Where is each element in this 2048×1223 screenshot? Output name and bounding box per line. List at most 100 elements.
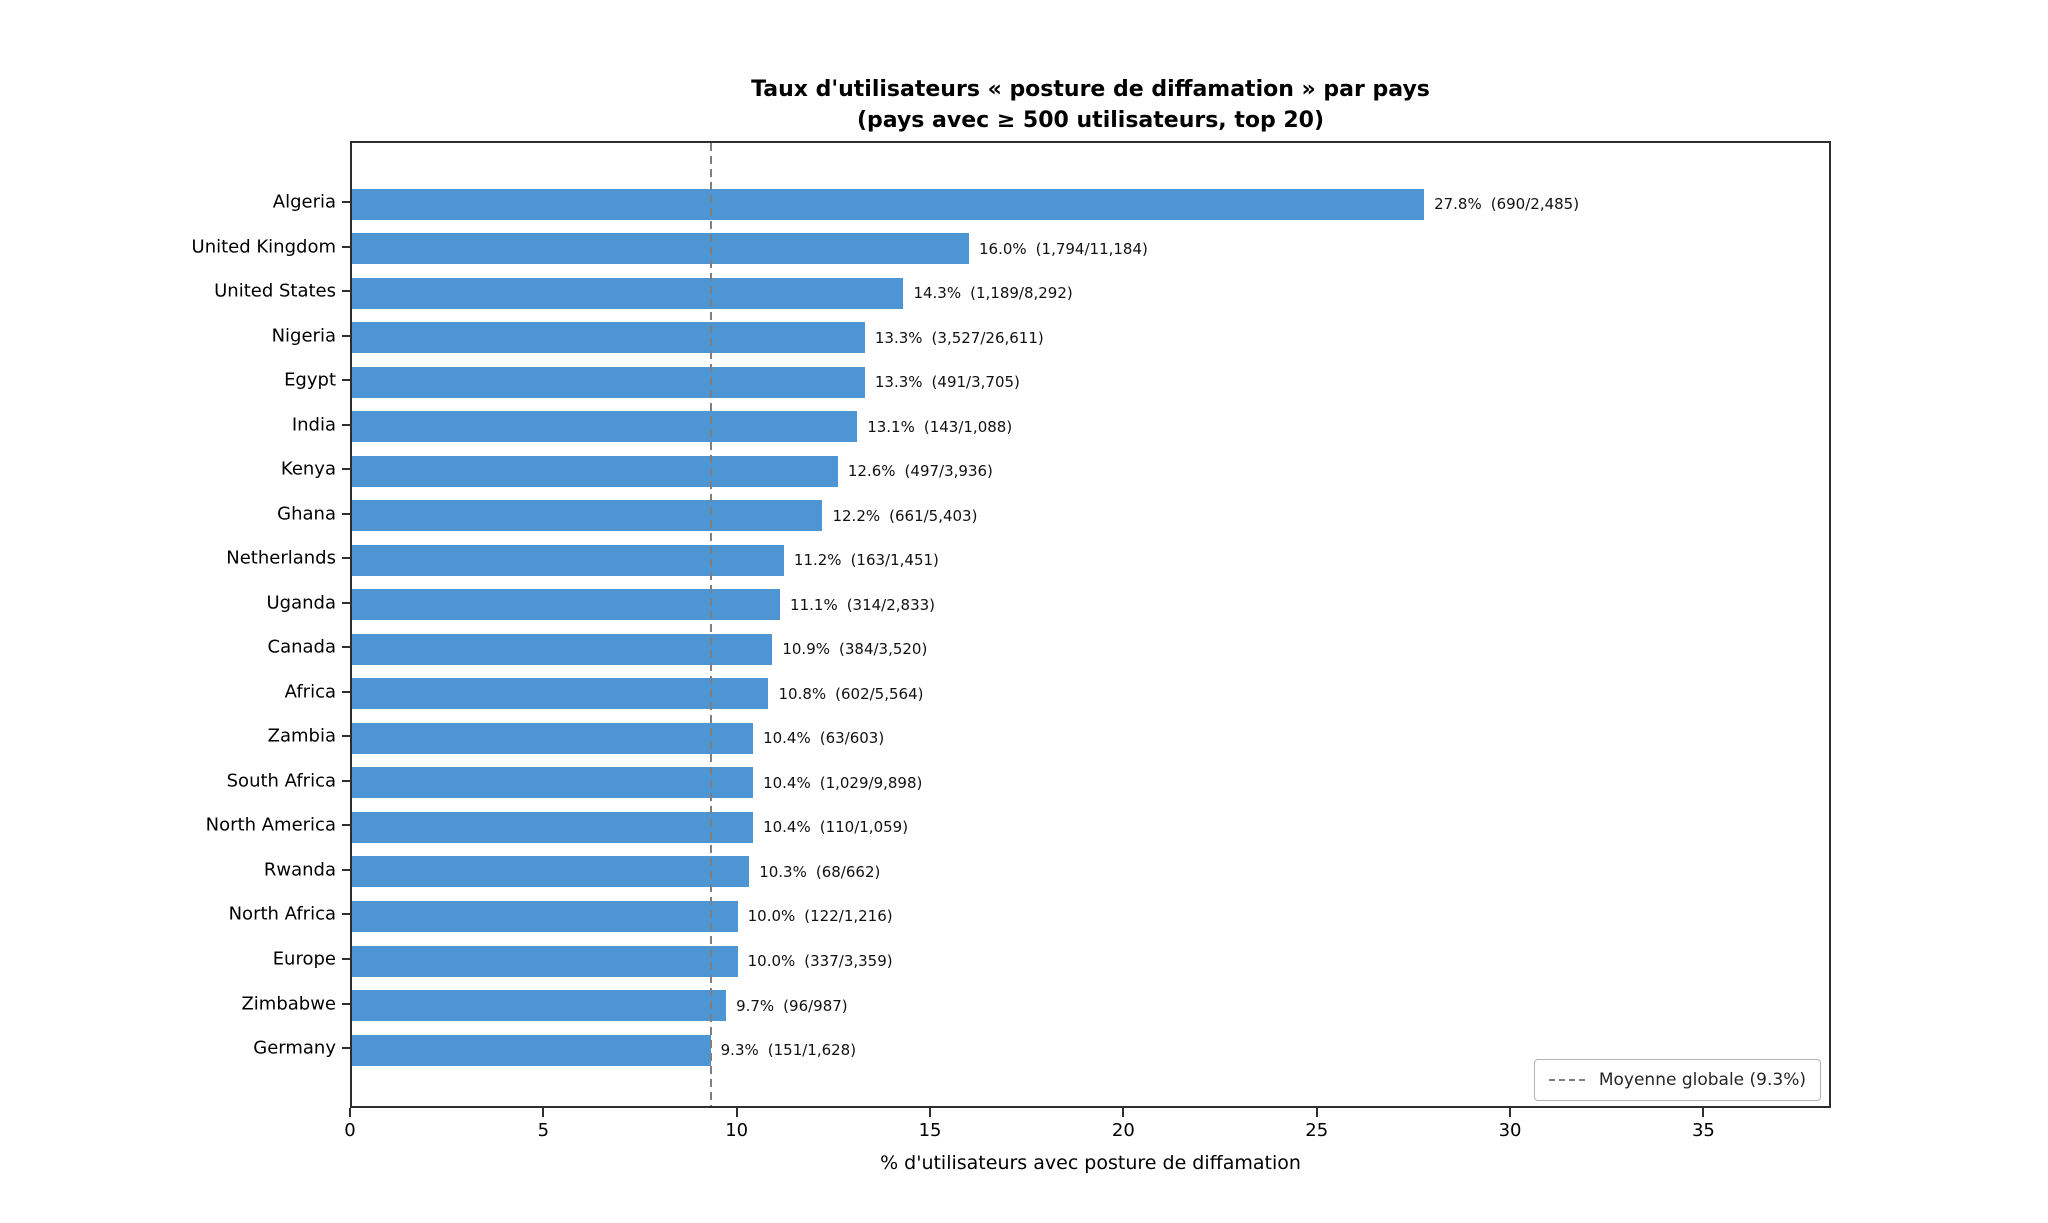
bar-value-label: 13.3% (3,527/26,611)	[875, 329, 1044, 347]
y-tick-label: United States	[214, 280, 336, 302]
bar-united-kingdom	[352, 233, 970, 265]
x-tick-mark	[349, 1108, 351, 1117]
bar-germany	[352, 1034, 711, 1066]
bar-pct: 10.4%	[763, 729, 811, 748]
y-tick-mark	[342, 423, 350, 426]
x-tick-mark	[1702, 1108, 1705, 1117]
y-tick-mark	[342, 646, 350, 649]
bar-pct: 10.0%	[747, 952, 796, 970]
x-axis-ticks: 0 5 10 15 20 25 30 35	[344, 1108, 1831, 1158]
bar-pct: 10.9%	[782, 640, 830, 659]
bar-value-label: 10.9% (384/3,520)	[782, 640, 927, 658]
legend-label: Moyenne globale (9.3%)	[1598, 1070, 1806, 1090]
bar-value-label: 13.1% (143/1,088)	[867, 418, 1012, 436]
bar-pct: 13.3%	[874, 328, 923, 347]
bar-pct: 9.7%	[736, 996, 775, 1015]
bar-value-label: 10.0% (337/3,359)	[748, 952, 893, 970]
y-tick-mark	[342, 201, 350, 203]
bar-pct: 10.8%	[778, 684, 827, 703]
bar-uganda	[352, 589, 781, 621]
y-tick-label: Kenya	[280, 458, 336, 480]
bar-counts: (68/662)	[815, 862, 881, 881]
bar-pct: 10.3%	[759, 862, 807, 881]
bar-pct: 12.6%	[847, 462, 896, 481]
bar-counts: (337/3,359)	[804, 952, 893, 970]
y-tick-mark	[342, 557, 350, 560]
x-tick-label: 30	[1498, 1120, 1522, 1141]
bar-value-label: 11.2% (163/1,451)	[794, 551, 939, 569]
bar-counts: (122/1,216)	[804, 907, 893, 926]
x-tick-label: 5	[537, 1120, 550, 1141]
x-tick-mark	[1509, 1108, 1512, 1117]
chart-title: Taux d'utilisateurs « posture de diffama…	[751, 77, 1430, 102]
bar-value-label: 9.7% (96/987)	[736, 997, 848, 1015]
x-tick-mark	[929, 1108, 932, 1117]
y-tick-label: Europe	[272, 948, 336, 970]
bar-pct: 10.0%	[747, 907, 796, 926]
bar-pct: 12.2%	[832, 506, 881, 525]
bar-pct: 14.3%	[913, 284, 962, 303]
bar-counts: (690/2,485)	[1490, 195, 1580, 213]
y-tick-label: Netherlands	[226, 547, 336, 569]
bar-value-label: 16.0% (1,794/11,184)	[979, 240, 1148, 258]
y-tick-label: South Africa	[226, 770, 336, 792]
y-axis-labels: Algeria United Kingdom United States Nigeri…	[0, 141, 336, 1108]
bar-value-label: 12.2% (661/5,403)	[832, 507, 977, 525]
bar-pct: 13.3%	[874, 373, 923, 392]
bar-netherlands	[352, 544, 784, 576]
y-tick-mark	[342, 958, 350, 960]
y-tick-mark	[342, 468, 350, 471]
bar-value-label: 9.3% (151/1,628)	[721, 1041, 856, 1059]
bar-canada	[352, 633, 773, 665]
bar-counts: (1,189/8,292)	[970, 284, 1073, 303]
bar-counts: (1,029/9,898)	[819, 773, 923, 792]
bar-value-label: 10.0% (122/1,216)	[748, 907, 893, 925]
y-tick-label: Germany	[253, 1037, 336, 1059]
y-tick-mark	[342, 913, 350, 916]
y-tick-mark	[342, 690, 350, 693]
y-tick-label: Ghana	[277, 503, 336, 525]
x-tick-label: 10	[725, 1120, 749, 1141]
bar-algeria	[352, 188, 1425, 220]
bar-value-label: 11.1% (314/2,833)	[790, 596, 935, 614]
bar-value-label: 14.3% (1,189/8,292)	[913, 284, 1072, 302]
y-tick-label: Algeria	[272, 191, 336, 213]
y-tick-mark	[342, 245, 350, 248]
bar-value-label: 27.8% (690/2,485)	[1434, 195, 1579, 213]
bar-counts: (163/1,451)	[850, 551, 939, 570]
bar-counts: (384/3,520)	[839, 640, 928, 659]
bar-counts: (96/987)	[783, 996, 848, 1015]
bar-value-label: 10.3% (68/662)	[759, 863, 880, 881]
bar-counts: (63/603)	[819, 729, 885, 748]
x-tick-label: 35	[1691, 1120, 1715, 1141]
bar-south-africa	[352, 767, 754, 799]
y-tick-label: Nigeria	[271, 325, 336, 347]
y-tick-label: North America	[205, 814, 336, 836]
y-tick-label: Rwanda	[263, 859, 336, 881]
legend: Moyenne globale (9.3%)	[1533, 1059, 1821, 1101]
x-tick-mark	[542, 1108, 545, 1117]
bar-zimbabwe	[352, 990, 727, 1022]
y-tick-mark	[342, 1002, 350, 1005]
y-tick-label: Africa	[284, 681, 336, 703]
bar-pct: 10.4%	[763, 773, 811, 792]
bar-zambia	[352, 722, 754, 754]
y-tick-mark	[342, 868, 350, 871]
bar-counts: (602/5,564)	[835, 684, 924, 703]
bar-pct: 11.2%	[793, 551, 842, 570]
bar-pct: 16.0%	[979, 239, 1027, 258]
bar-north-america	[352, 811, 754, 843]
bar-counts: (661/5,403)	[889, 506, 978, 525]
x-axis-label: % d'utilisateurs avec posture de diffama…	[880, 1152, 1301, 1174]
y-axis-ticks	[342, 141, 350, 1108]
y-tick-mark	[342, 1047, 350, 1050]
plot-area: 27.8% (690/2,485) 16.0% (1,794/11,184) 14.3%…	[350, 141, 1831, 1108]
y-tick-mark	[342, 379, 350, 382]
bar-pct: 9.3%	[720, 1041, 759, 1060]
bar-kenya	[352, 455, 838, 487]
bar-value-label: 13.3% (491/3,705)	[875, 373, 1020, 391]
x-tick-label: 15	[918, 1120, 942, 1141]
bar-nigeria	[352, 322, 865, 354]
y-tick-mark	[342, 601, 350, 604]
bar-value-label: 10.8% (602/5,564)	[778, 685, 923, 703]
